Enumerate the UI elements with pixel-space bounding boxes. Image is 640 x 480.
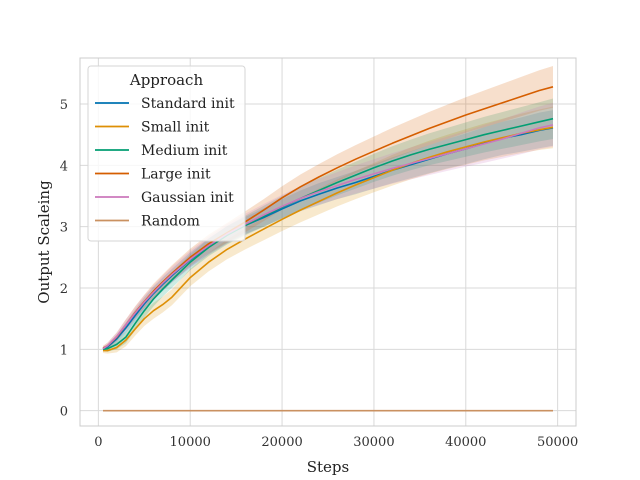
legend-label-small-init: Small init	[141, 120, 210, 136]
y-tick-label: 2	[60, 282, 68, 297]
y-tick-labels: 0 1 2 3 4 5	[60, 98, 68, 420]
y-tick-label: 3	[60, 221, 68, 236]
series-line-gaussian-init	[102, 124, 554, 350]
legend-label-random: Random	[141, 214, 200, 230]
legend-title: Approach	[129, 71, 204, 89]
x-tick-label: 20000	[261, 435, 302, 450]
series-line-small-init	[103, 126, 554, 352]
band-small-init	[103, 106, 553, 354]
legend-label-medium-init: Medium init	[141, 143, 228, 159]
y-tick-label: 0	[60, 405, 68, 420]
band-gaussian-init	[103, 102, 553, 352]
plot-frame	[79, 57, 577, 427]
legend-label-gaussian-init: Gaussian init	[141, 190, 234, 206]
legend-items: Standard init Small init Medium init Large …	[95, 96, 235, 230]
legend-label-standard-init: Standard init	[141, 96, 235, 112]
band-large-init	[103, 66, 553, 351]
y-axis-label: Output Scaleing	[35, 180, 53, 304]
x-tick-label: 50000	[537, 435, 578, 450]
x-tick-labels: 0 10000 20000 30000 40000 50000	[94, 435, 578, 450]
confidence-bands	[103, 66, 553, 354]
legend: Approach Standard init Small init Medium i…	[87, 65, 246, 242]
x-tick-label: 10000	[170, 435, 211, 450]
y-tick-label: 5	[60, 98, 68, 113]
y-tick-label: 4	[60, 159, 68, 174]
x-axis-label: Steps	[307, 458, 349, 476]
band-medium-init	[103, 98, 553, 352]
x-tick-label: 30000	[353, 435, 394, 450]
y-tick-label: 1	[60, 343, 68, 358]
x-tick-label: 40000	[445, 435, 486, 450]
legend-label-large-init: Large init	[141, 167, 211, 183]
band-standard-init	[103, 110, 553, 352]
series-lines	[102, 86, 554, 412]
x-tick-label: 0	[94, 435, 102, 450]
